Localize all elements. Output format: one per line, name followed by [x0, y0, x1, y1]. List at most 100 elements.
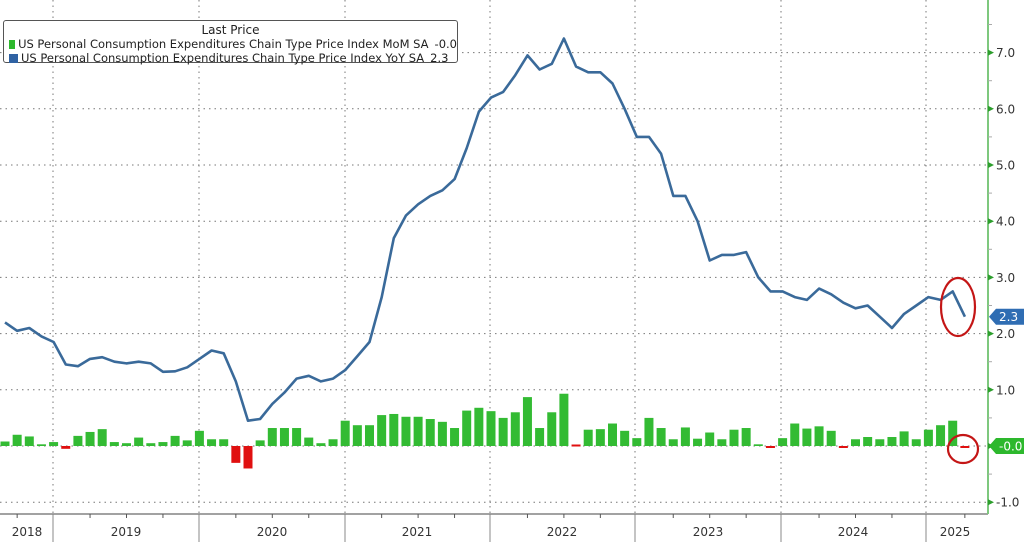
legend-label-mom: US Personal Consumption Expenditures Cha… [18, 37, 429, 51]
mom-bar [948, 420, 958, 446]
green-swatch-icon [9, 39, 16, 49]
mom-bar [109, 442, 119, 446]
mom-bar [49, 442, 59, 446]
legend-title: Last Price [201, 23, 260, 37]
mom-bar [875, 439, 885, 446]
mom-bar [595, 429, 605, 446]
mom-bar [85, 431, 95, 446]
mom-bar [413, 416, 423, 446]
legend-value-yoy: 2.3 [430, 51, 449, 65]
mom-bar [863, 437, 873, 446]
mom-bar [778, 438, 788, 446]
year-label: 2021 [402, 525, 433, 539]
mom-bar [644, 417, 654, 446]
mom-bar [36, 444, 46, 446]
mom-bar [693, 438, 703, 446]
mom-bar [377, 415, 387, 446]
yoy-line [4, 37, 967, 423]
year-label: 2022 [547, 525, 578, 539]
y-tick-label: 5.0 [996, 159, 1015, 173]
mom-bar [12, 434, 22, 446]
mom-bar [936, 425, 946, 446]
mom-bar [741, 428, 751, 446]
legend-item-mom: US Personal Consumption Expenditures Cha… [4, 37, 457, 51]
mom-bar [328, 439, 338, 446]
mom-bar [498, 417, 508, 446]
mom-bar [802, 428, 812, 446]
mom-bar [207, 439, 217, 446]
yoy-last-value-tag [989, 308, 1024, 325]
mom-bar [97, 429, 107, 446]
mom-bar [668, 439, 678, 446]
mom-bar [923, 429, 933, 446]
mom-bar [182, 440, 192, 446]
mom-bar [620, 430, 630, 446]
mom-bar [304, 437, 314, 446]
year-label: 2025 [940, 525, 971, 539]
mom-bar [510, 412, 520, 446]
y-tick-label: 1.0 [996, 383, 1015, 397]
mom-bar [24, 436, 34, 446]
mom-bar [705, 432, 715, 446]
y-tick-label: 7.0 [996, 46, 1015, 60]
highlight-ellipse-mom [946, 433, 980, 465]
mom-bar [717, 439, 727, 446]
year-label: 2024 [838, 525, 869, 539]
mom-bar [960, 446, 970, 448]
mom-bar [437, 421, 447, 446]
mom-bar [146, 443, 156, 446]
mom-bar [571, 444, 581, 447]
year-label: 2020 [257, 525, 288, 539]
mom-bar [352, 425, 362, 446]
mom-bar [486, 411, 496, 446]
mom-bar [632, 438, 642, 446]
mom-bar [425, 419, 435, 446]
mom-bar [231, 446, 241, 463]
mom-bar [340, 420, 350, 446]
mom-bar [292, 428, 302, 446]
mom-bar [547, 412, 557, 446]
mom-bar [122, 443, 131, 446]
legend-value-mom: -0.0 [434, 37, 457, 51]
mom-last-value-tag [989, 438, 1024, 454]
mom-bar [790, 423, 800, 446]
y-tick-label: -1.0 [996, 496, 1019, 510]
mom-bar [389, 413, 399, 446]
mom-bar [316, 443, 326, 446]
mom-bar [911, 439, 921, 446]
mom-bar [0, 441, 10, 446]
mom-bar [450, 428, 460, 446]
mom-bar [61, 446, 71, 449]
mom-bar [219, 439, 229, 446]
mom-bar [899, 431, 909, 446]
mom-bar [826, 430, 836, 446]
mom-bar [729, 429, 739, 446]
mom-bar [365, 425, 374, 446]
mom-bar [535, 428, 545, 446]
yoy-last-value-tag-text: 2.3 [999, 310, 1018, 324]
mom-bar [753, 444, 763, 446]
mom-bar [559, 393, 569, 446]
mom-last-value-tag-text: -0.0 [999, 440, 1022, 454]
mom-bar [267, 428, 277, 446]
mom-bar [462, 410, 472, 446]
highlight-ellipse-yoy [939, 276, 977, 338]
y-tick-label: 3.0 [996, 271, 1015, 285]
year-label: 2018 [12, 525, 43, 539]
mom-bar [474, 407, 484, 446]
mom-bar [243, 446, 253, 469]
year-label: 2023 [693, 525, 724, 539]
mom-bar [255, 440, 265, 446]
legend: Last Price US Personal Consumption Expen… [3, 20, 458, 65]
mom-bar [680, 427, 690, 446]
mom-bar [851, 439, 860, 446]
legend-label-yoy: US Personal Consumption Expenditures Cha… [21, 51, 425, 65]
mom-bar [194, 430, 204, 446]
blue-swatch-icon [9, 53, 18, 63]
mom-bar [401, 416, 411, 446]
mom-bar [522, 397, 532, 446]
mom-bar [814, 426, 824, 446]
y-tick-label: 6.0 [996, 102, 1015, 116]
y-tick-label: 4.0 [996, 215, 1015, 229]
